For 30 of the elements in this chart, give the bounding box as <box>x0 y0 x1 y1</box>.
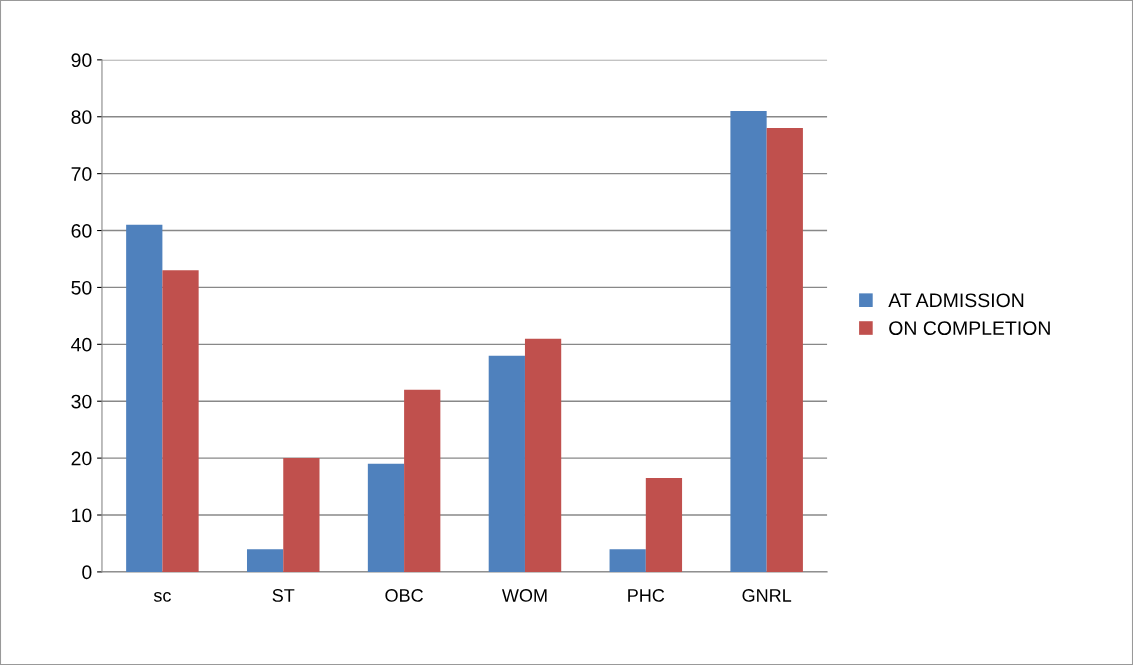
bar <box>645 478 683 572</box>
y-tick-label: 40 <box>71 337 92 352</box>
legend-label: AT ADMISSION <box>888 293 1024 308</box>
y-tick-label: 30 <box>71 394 92 409</box>
bar <box>404 389 441 572</box>
bar <box>126 224 163 572</box>
y-tick-label: 0 <box>82 565 92 580</box>
y-tick-label: 80 <box>71 110 92 124</box>
x-tick-label: OBC <box>385 589 423 602</box>
bar <box>246 549 284 572</box>
bar <box>367 463 405 572</box>
x-tick-label: WOM <box>501 589 547 602</box>
y-tick-label: 70 <box>71 167 92 181</box>
x-tick-label: sc <box>153 591 171 602</box>
legend-label: ON COMPLETION <box>889 321 1050 336</box>
bar <box>730 111 767 572</box>
y-tick-label: 50 <box>71 280 92 295</box>
y-tick-label: 10 <box>72 508 92 523</box>
x-tick-label: PHC <box>628 589 665 602</box>
bar <box>766 128 803 572</box>
x-tick-label: ST <box>272 589 295 602</box>
bar <box>488 355 525 572</box>
bar <box>524 338 562 572</box>
x-tick-label: GNRL <box>742 589 792 602</box>
bar <box>609 549 646 572</box>
y-tick-label: 60 <box>71 224 92 238</box>
y-tick-label: 90 <box>71 53 92 68</box>
y-tick-label: 20 <box>71 451 92 466</box>
bar <box>283 458 320 572</box>
bar <box>162 270 199 572</box>
